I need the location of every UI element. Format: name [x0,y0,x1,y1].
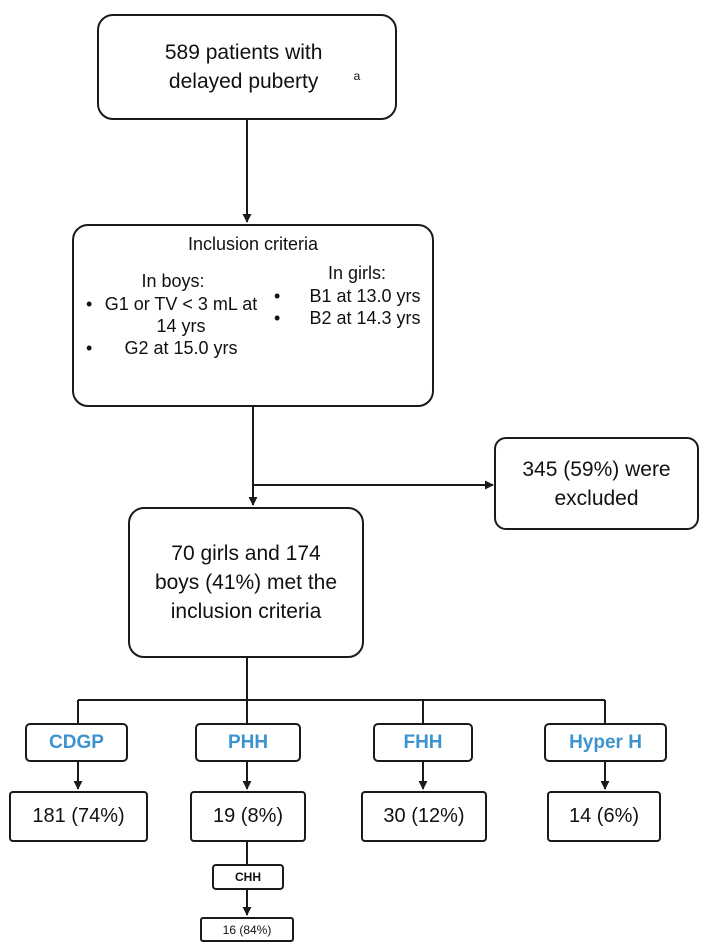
criteria-boys: In boys: G1 or TV < 3 mL at 14 yrs G2 at… [84,270,262,359]
criteria-girls-item: B1 at 13.0 yrs [272,285,442,307]
included-box: 70 girls and 174 boys (41%) met the incl… [128,507,364,658]
excluded-text: 345 (59%) were excluded [522,457,671,510]
group-label-cdgp: CDGP [25,723,128,762]
criteria-box: Inclusion criteria In boys: G1 or TV < 3… [72,224,434,407]
subgroup-label-chh: CHH [212,864,284,890]
start-box: 589 patients with delayed puberty a [97,14,397,120]
criteria-boys-item: G2 at 15.0 yrs [84,337,262,359]
included-text: 70 girls and 174 boys (41%) met the incl… [154,542,338,623]
group-result-fhh: 30 (12%) [361,791,487,842]
subgroup-result-chh: 16 (84%) [200,917,294,942]
group-result-cdgp: 181 (74%) [9,791,148,842]
excluded-box: 345 (59%) were excluded [494,437,699,530]
group-result-phh: 19 (8%) [190,791,306,842]
group-label-hyperh: Hyper H [544,723,667,762]
group-label-fhh: FHH [373,723,473,762]
criteria-girls-item: B2 at 14.3 yrs [272,307,442,329]
criteria-boys-heading: In boys: [141,271,205,291]
criteria-girls-heading: In girls: [327,263,387,283]
start-footnote: a [353,69,361,83]
group-label-phh: PHH [195,723,301,762]
start-text: 589 patients with delayed puberty [164,41,323,93]
group-result-hyperh: 14 (6%) [547,791,661,842]
criteria-boys-item: G1 or TV < 3 mL at 14 yrs [84,293,262,337]
criteria-girls: In girls: B1 at 13.0 yrs B2 at 14.3 yrs [272,262,442,329]
criteria-title: Inclusion criteria [187,234,319,254]
